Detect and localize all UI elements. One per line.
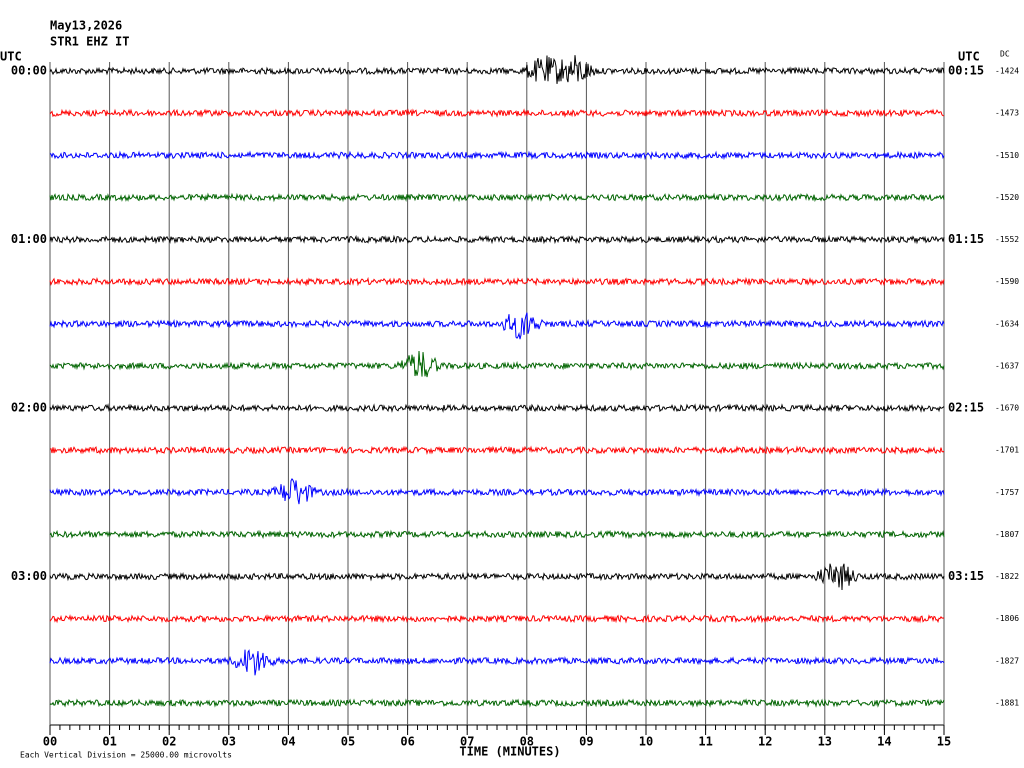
trace	[49, 150, 945, 161]
chart-subtitle: STR1 EHZ IT	[50, 35, 129, 49]
x-tick-label: 09	[579, 735, 593, 749]
x-tick-label: 13	[818, 735, 832, 749]
note: Each Vertical Division = 25000.00 microv…	[20, 751, 232, 760]
trace	[49, 445, 945, 456]
trace	[49, 108, 945, 118]
dc-label: DC	[1000, 50, 1010, 59]
trace	[49, 563, 945, 591]
x-tick-label: 12	[758, 735, 772, 749]
dc-value: -1510	[995, 151, 1019, 160]
row-label-right: 02:15	[948, 401, 984, 415]
row-label-right: 01:15	[948, 232, 984, 246]
utc-label: UTC	[0, 50, 22, 64]
x-tick-label: 04	[281, 735, 295, 749]
dc-value: -1827	[995, 656, 1019, 665]
row-label-right: 00:15	[948, 64, 984, 78]
trace	[49, 312, 945, 340]
x-tick-label: 14	[877, 735, 891, 749]
dc-value: -1806	[995, 614, 1019, 623]
row-label-left: 03:00	[11, 569, 47, 583]
dc-value: -1552	[995, 235, 1019, 244]
trace	[49, 350, 945, 378]
trace	[49, 649, 945, 676]
utc-label: UTC	[958, 50, 980, 64]
x-axis-label: TIME (MINUTES)	[459, 745, 560, 759]
x-tick-label: 05	[341, 735, 355, 749]
dc-value: -1881	[995, 698, 1019, 707]
x-tick-label: 11	[698, 735, 712, 749]
x-tick-label: 02	[162, 735, 176, 749]
x-tick-label: 01	[102, 735, 116, 749]
trace	[49, 234, 945, 245]
x-tick-label: 06	[400, 735, 414, 749]
chart-title: May13,2026	[50, 19, 122, 33]
row-label-left: 01:00	[11, 232, 47, 246]
x-tick-label: 10	[639, 735, 653, 749]
trace	[49, 403, 945, 413]
dc-value: -1637	[995, 361, 1019, 370]
trace	[49, 192, 945, 203]
trace	[49, 276, 945, 287]
dc-value: -1634	[995, 319, 1019, 328]
dc-value: -1670	[995, 404, 1019, 413]
trace	[49, 529, 945, 540]
x-tick-label: 03	[222, 735, 236, 749]
dc-value: -1424	[995, 67, 1019, 76]
x-tick-label: 08	[520, 735, 534, 749]
dc-value: -1807	[995, 530, 1019, 539]
dc-value: -1520	[995, 193, 1019, 202]
dc-value: -1701	[995, 446, 1019, 455]
x-tick-label: 07	[460, 735, 474, 749]
row-label-left: 00:00	[11, 64, 47, 78]
trace	[49, 613, 945, 624]
row-label-right: 03:15	[948, 569, 984, 583]
dc-value: -1473	[995, 109, 1019, 118]
x-tick-label: 00	[43, 735, 57, 749]
row-label-left: 02:00	[11, 401, 47, 415]
trace	[49, 477, 945, 505]
x-tick-label: 15	[937, 735, 951, 749]
dc-value: -1757	[995, 488, 1019, 497]
dc-value: -1590	[995, 277, 1019, 286]
dc-value: -1822	[995, 572, 1019, 581]
trace	[49, 55, 945, 84]
trace	[49, 698, 945, 708]
